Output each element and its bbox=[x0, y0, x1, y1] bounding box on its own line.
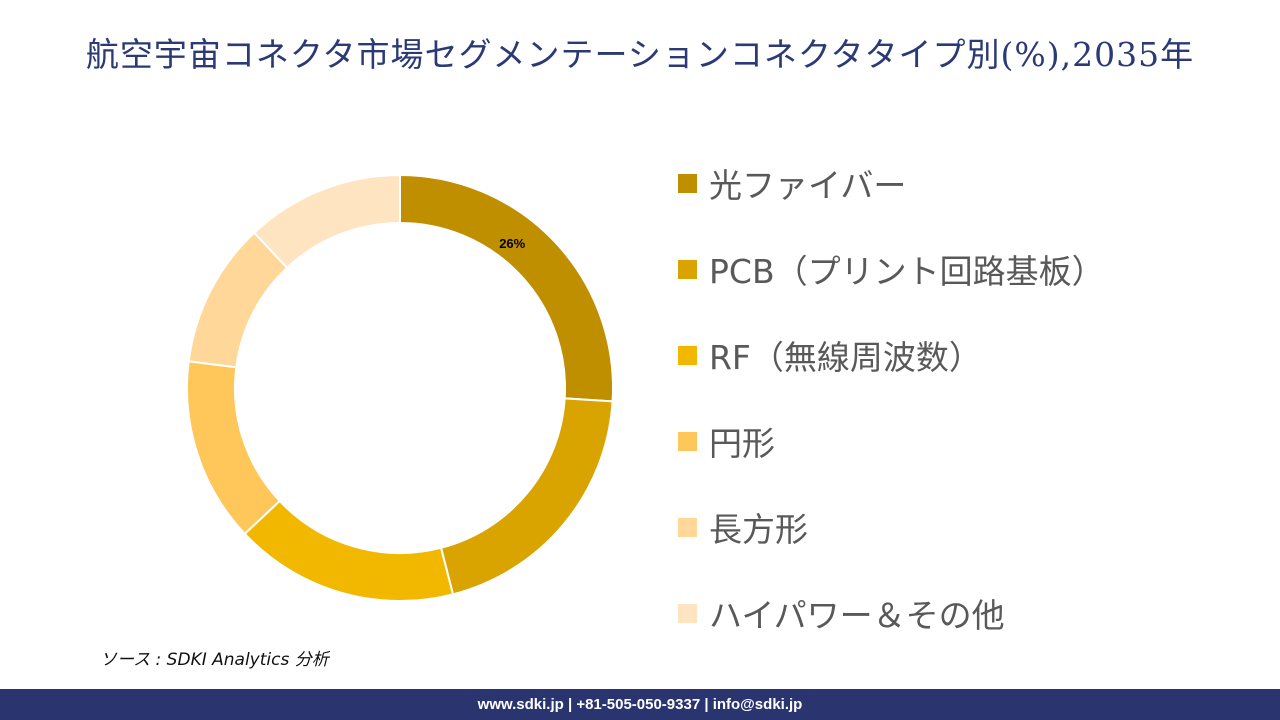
legend-swatch-icon bbox=[678, 431, 697, 451]
legend-swatch-icon bbox=[678, 173, 697, 193]
legend-item-rectangular: 長方形 bbox=[678, 484, 1105, 570]
source-note: ソース : SDKI Analytics 分析 bbox=[100, 650, 329, 670]
legend-label: 光ファイバー bbox=[709, 166, 907, 205]
donut-slice bbox=[243, 499, 455, 602]
donut-slice bbox=[186, 360, 282, 536]
legend-label: 長方形 bbox=[709, 510, 808, 549]
legend-item-fiber-optic: 光ファイバー bbox=[678, 140, 1105, 226]
legend-swatch-icon bbox=[678, 345, 697, 365]
legend-swatch-icon bbox=[678, 603, 697, 623]
legend-item-high-power-other: ハイパワー＆その他 bbox=[678, 570, 1105, 656]
chart-title: 航空宇宙コネクタ市場セグメンテーションコネクタタイプ別(%),2035年 bbox=[85, 35, 1195, 74]
legend-label: 円形 bbox=[709, 424, 775, 463]
legend-item-circular: 円形 bbox=[678, 398, 1105, 484]
legend-swatch-icon bbox=[678, 259, 697, 279]
legend-item-rf: RF（無線周波数） bbox=[678, 312, 1105, 398]
donut-slice bbox=[439, 397, 614, 596]
chart-legend: 光ファイバー PCB（プリント回路基板） RF（無線周波数） 円形 長方形 ハイ… bbox=[678, 140, 1105, 656]
footer-bar: www.sdki.jp | +81-505-050-9337 | info@sd… bbox=[0, 689, 1280, 720]
legend-swatch-icon bbox=[678, 517, 697, 537]
legend-label: PCB（プリント回路基板） bbox=[709, 252, 1105, 291]
legend-label: ハイパワー＆その他 bbox=[709, 596, 1005, 635]
legend-item-pcb: PCB（プリント回路基板） bbox=[678, 226, 1105, 312]
footer-contact: www.sdki.jp | +81-505-050-9337 | info@sd… bbox=[477, 696, 803, 713]
donut-slice bbox=[252, 173, 401, 270]
data-label-fiber: 26% bbox=[499, 235, 526, 251]
donut-svg bbox=[186, 173, 614, 602]
donut-slice bbox=[399, 173, 614, 403]
legend-label: RF（無線周波数） bbox=[709, 338, 982, 377]
donut-chart: 26% bbox=[180, 168, 620, 608]
